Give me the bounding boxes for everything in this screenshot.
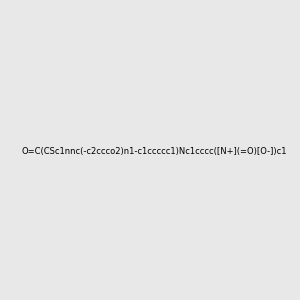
- Text: O=C(CSc1nnc(-c2ccco2)n1-c1ccccc1)Nc1cccc([N+](=O)[O-])c1: O=C(CSc1nnc(-c2ccco2)n1-c1ccccc1)Nc1cccc…: [21, 147, 286, 156]
